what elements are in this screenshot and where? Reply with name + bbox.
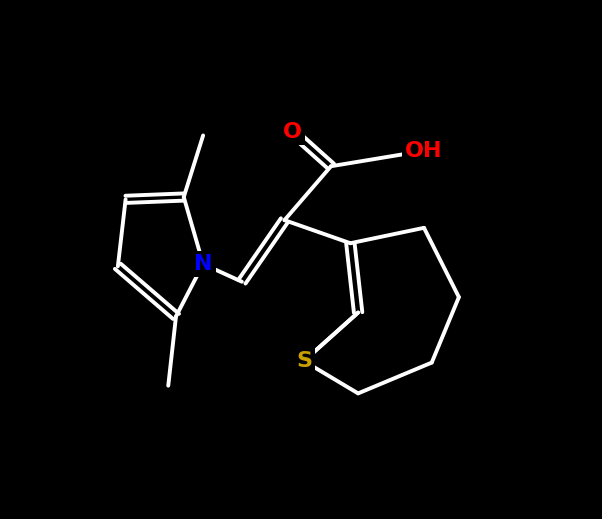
Text: S: S xyxy=(296,351,312,371)
Text: O: O xyxy=(283,121,302,142)
Text: OH: OH xyxy=(405,141,442,161)
Text: N: N xyxy=(194,254,213,274)
